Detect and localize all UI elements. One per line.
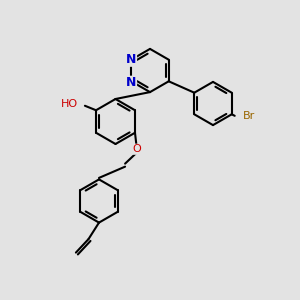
- Text: N: N: [126, 53, 136, 66]
- Text: Br: Br: [243, 111, 255, 121]
- Text: N: N: [126, 76, 136, 89]
- Text: HO: HO: [61, 99, 78, 109]
- Text: O: O: [132, 144, 141, 154]
